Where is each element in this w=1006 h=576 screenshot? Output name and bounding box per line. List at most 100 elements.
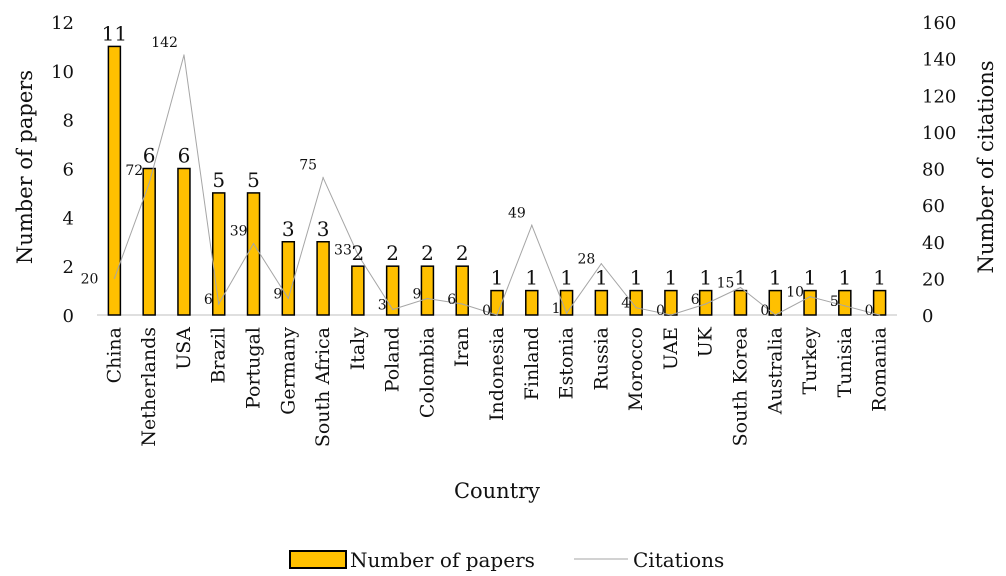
category-labels: China Netherlands USA Brazil Portugal Germany…: [103, 326, 890, 447]
category-label: UAE: [660, 327, 682, 370]
bar-value-label: 1: [525, 266, 538, 290]
citation-point: [287, 297, 289, 300]
bar: [246, 192, 261, 316]
y-tick-label: 4: [63, 208, 74, 229]
y-tick-label: 0: [63, 306, 74, 327]
bar: [664, 289, 678, 316]
bar: [629, 289, 643, 316]
y-tick-label: 10: [51, 62, 74, 83]
citation-point: [844, 305, 846, 307]
bar: [142, 167, 156, 316]
category-label: Turkey: [799, 327, 821, 395]
y2-tick-label: 60: [922, 196, 945, 217]
category-label: Netherlands: [138, 327, 160, 447]
citation-point: [392, 308, 394, 311]
citation-value-label: 9: [413, 287, 422, 303]
bar-value-label: 11: [102, 21, 127, 45]
citation-value-label: 3: [378, 298, 387, 314]
citation-value-label: 0: [760, 303, 769, 319]
category-label: Germany: [277, 327, 299, 415]
citation-point: [774, 314, 776, 316]
category-label: Tunisia: [834, 327, 856, 397]
category-label: Morocco: [625, 327, 647, 411]
category-label: Indonesia: [486, 327, 508, 421]
citation-value-label: 6: [691, 292, 700, 308]
category-label: Estonia: [556, 327, 578, 399]
citation-value-label: 20: [81, 271, 99, 287]
bar-value-label: 1: [595, 266, 608, 290]
category-label: Portugal: [243, 327, 265, 409]
category-label: Colombia: [416, 327, 438, 418]
bar: [698, 289, 713, 316]
bar: [803, 289, 817, 316]
category-label: China: [103, 327, 125, 383]
legend-label-citations: Citations: [633, 548, 724, 572]
bar-value-label: 1: [769, 266, 782, 290]
legend-label-papers: Number of papers: [350, 548, 535, 572]
bar: [525, 289, 539, 316]
citation-point: [879, 314, 881, 316]
citation-point: [461, 303, 463, 305]
citation-value-label: 33: [334, 243, 352, 259]
category-label: USA: [173, 327, 195, 370]
citation-point: [357, 253, 359, 256]
citation-point: [322, 177, 324, 179]
y-tick-label: 8: [63, 111, 74, 132]
citation-point: [739, 286, 742, 289]
y2-tick-label: 0: [922, 306, 933, 327]
category-label: South Korea: [730, 327, 752, 446]
citation-value-label: 75: [299, 158, 317, 174]
category-label: South Africa: [312, 327, 334, 447]
citation-value-label: 5: [830, 294, 839, 310]
bar-value-label: 6: [143, 144, 156, 168]
bar-data-labels: 116 65 53 32 2 2 21 1 1 1 1 1 1 1 1 1 1 1: [102, 21, 886, 289]
bar-value-label: 3: [282, 217, 295, 241]
bar-value-label: 1: [665, 266, 678, 290]
category-label: Australia: [764, 327, 786, 415]
y-tick-label: 6: [63, 160, 74, 181]
bar: [107, 45, 122, 316]
bar: [316, 241, 330, 316]
y2-tick-label: 160: [922, 13, 956, 34]
citation-point: [670, 314, 672, 316]
y2-tick-label: 140: [922, 50, 956, 71]
citation-value-label: 6: [204, 292, 213, 308]
y2-tick-label: 100: [922, 123, 956, 144]
citation-value-label: 4: [621, 296, 630, 312]
bar-value-label: 5: [212, 168, 225, 192]
bar-value-label: 1: [699, 266, 712, 290]
right-axis-ticks: 0 20 40 60 80 100 120 140 160: [922, 13, 956, 327]
bar-value-label: 6: [178, 144, 191, 168]
citation-point: [252, 242, 255, 245]
bar-value-label: 2: [352, 241, 365, 265]
citation-value-label: 142: [151, 35, 178, 51]
citation-value-label: 9: [273, 287, 282, 303]
y-tick-label: 12: [51, 13, 74, 34]
y2-tick-label: 20: [922, 269, 945, 290]
bar-value-label: 1: [838, 266, 851, 290]
citation-value-label: 6: [447, 292, 456, 308]
citation-value-label: 10: [786, 285, 804, 301]
citations-series: [113, 54, 881, 316]
category-label: Brazil: [208, 327, 230, 384]
citation-point: [496, 314, 498, 316]
x-axis-title: Country: [454, 479, 540, 503]
bar-value-label: 3: [317, 217, 330, 241]
bar-value-label: 1: [734, 266, 747, 290]
bar-value-label: 5: [247, 168, 260, 192]
bar: [838, 289, 852, 316]
y2-tick-label: 120: [922, 86, 956, 107]
citation-value-label: 49: [508, 205, 526, 221]
citation-value-label: 72: [125, 163, 143, 179]
bar-value-label: 1: [630, 266, 643, 290]
citation-point: [426, 297, 429, 300]
bar-value-label: 1: [873, 266, 886, 290]
citation-point: [565, 312, 568, 314]
y2-tick-label: 80: [922, 160, 945, 181]
bar-value-label: 2: [386, 241, 399, 265]
y2-axis-title: Number of citations: [974, 60, 998, 273]
y2-tick-label: 40: [922, 233, 945, 254]
citation-point: [705, 303, 707, 305]
